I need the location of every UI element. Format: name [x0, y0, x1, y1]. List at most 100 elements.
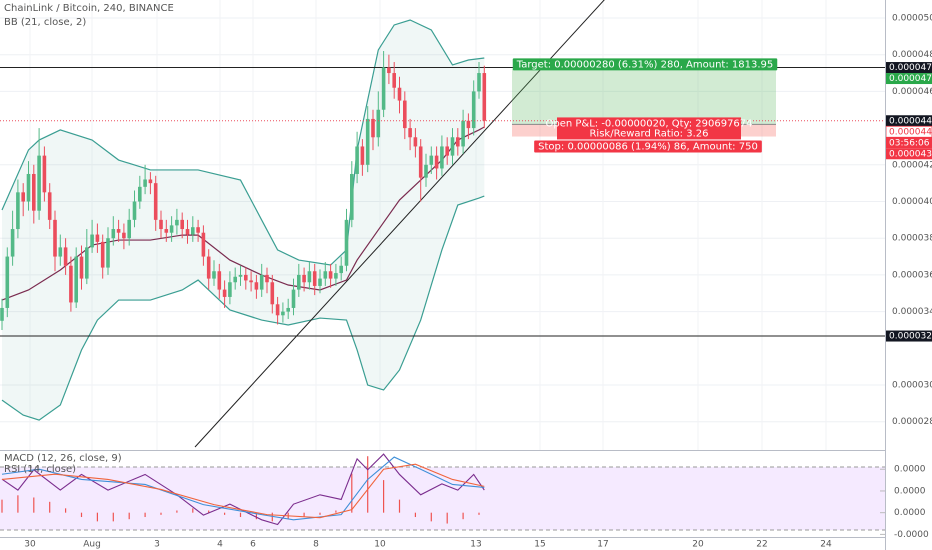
candle-body: [477, 73, 481, 92]
candle-body: [323, 271, 328, 279]
candle-body: [148, 179, 153, 184]
candle-body: [111, 229, 116, 239]
indicator-line: [1, 456, 485, 521]
indicator-line: [1, 463, 485, 519]
x-tick-label: 13: [470, 540, 481, 550]
indicator-line: [1, 453, 485, 526]
x-tick-label: 4: [217, 540, 223, 550]
y-tick-label: 0.00002800: [892, 417, 932, 427]
candle-body: [74, 256, 78, 303]
candle-body: [53, 219, 57, 257]
candle-body: [100, 241, 105, 268]
candle-body: [466, 120, 471, 129]
candle-body: [403, 100, 407, 129]
x-tick-label: 24: [820, 540, 832, 550]
price-label: 03:56:06: [889, 138, 930, 148]
candle-body: [249, 280, 253, 283]
candle-body: [143, 179, 147, 187]
band-line: [1, 19, 485, 266]
candle-body: [58, 247, 63, 257]
candle-body: [122, 232, 126, 239]
price-label-bg: [886, 330, 932, 342]
candle-body: [456, 137, 460, 147]
candle-body: [0, 307, 4, 321]
candle-body: [127, 219, 131, 239]
main-pane: [0, 0, 885, 450]
macd-title: MACD (12, 26, close, 9): [4, 453, 122, 464]
candle-body: [217, 271, 222, 290]
candle-body: [302, 274, 306, 283]
y-tick-label: 0.00004200: [892, 160, 932, 170]
candle-body: [32, 173, 36, 211]
candle-body: [286, 307, 290, 312]
candle-body: [47, 192, 52, 220]
candle-body: [164, 229, 169, 233]
x-tick-label: 30: [24, 540, 36, 550]
candle-body: [360, 146, 365, 165]
x-tick-label: 10: [374, 540, 386, 550]
candle-body: [392, 73, 396, 88]
price-label-bg: [886, 115, 932, 127]
rsi-band: [0, 467, 885, 530]
candle-body: [387, 67, 391, 74]
candle-body: [376, 109, 381, 138]
y-tick-label: 0.00003000: [892, 381, 932, 391]
x-tick-label: Aug: [83, 540, 101, 550]
candle-body: [397, 87, 402, 101]
candle-body: [233, 276, 237, 283]
price-label: 0.00004420: [889, 127, 932, 137]
x-tick-label: 22: [756, 540, 767, 550]
candle-body: [429, 155, 434, 165]
price-label-bg: [886, 73, 932, 85]
candle-body: [328, 271, 333, 279]
profit-zone: [512, 69, 776, 125]
candle-body: [37, 155, 41, 211]
price-label: 0.00004720: [889, 74, 932, 84]
candle-body: [26, 173, 31, 202]
candle-body: [69, 265, 73, 303]
x-tick-label: 15: [534, 540, 545, 550]
price-label: 0.00003267: [889, 332, 932, 342]
candle-body: [424, 164, 428, 178]
candle-body: [254, 282, 259, 290]
candle-body: [21, 192, 25, 202]
candle-body: [371, 118, 375, 138]
rr-label: Risk/Reward Ratio: 3.26: [589, 128, 708, 139]
candle-body: [63, 247, 68, 266]
y-tick-label: 0.00003400: [892, 307, 932, 317]
candle-body: [238, 274, 243, 277]
candle-body: [185, 229, 190, 235]
indicator-title: BB (21, close, 2): [4, 17, 86, 28]
price-label: 0.00004354: [889, 149, 932, 159]
y-tick-label: 0.00004800: [892, 50, 932, 60]
candle-body: [16, 192, 20, 230]
candle-body: [418, 146, 423, 178]
candle-body: [275, 304, 280, 316]
candle-body: [482, 73, 487, 121]
candle-body: [350, 173, 354, 220]
indicator-pane: [0, 453, 885, 535]
symbol-title: ChainLink / Bitcoin, 240, BINANCE: [4, 3, 174, 14]
position-label-bg: [512, 58, 778, 71]
candle-body: [270, 282, 275, 305]
candle-body: [153, 183, 158, 220]
candle-body: [85, 247, 89, 279]
candle-body: [334, 273, 338, 279]
position-label: Target: 0.00000280 (6.31%) 280, Amount: …: [516, 59, 774, 70]
pnl-bg: [557, 117, 741, 140]
candle-body: [201, 232, 206, 257]
candle-body: [95, 234, 100, 242]
candle-body: [365, 118, 370, 165]
y-tick-label: 0.00003600: [892, 270, 932, 280]
candle-body: [344, 219, 349, 266]
price-label-bg: [886, 148, 932, 160]
candle-body: [169, 225, 174, 233]
candle-body: [434, 155, 439, 169]
candle-body: [116, 229, 121, 233]
candle-body: [355, 146, 359, 174]
position-label: Stop: 0.00000086 (1.94%) 86, Amount: 750: [538, 142, 758, 153]
candle-body: [159, 219, 163, 230]
candle-body: [132, 201, 137, 220]
candle-body: [5, 256, 10, 308]
